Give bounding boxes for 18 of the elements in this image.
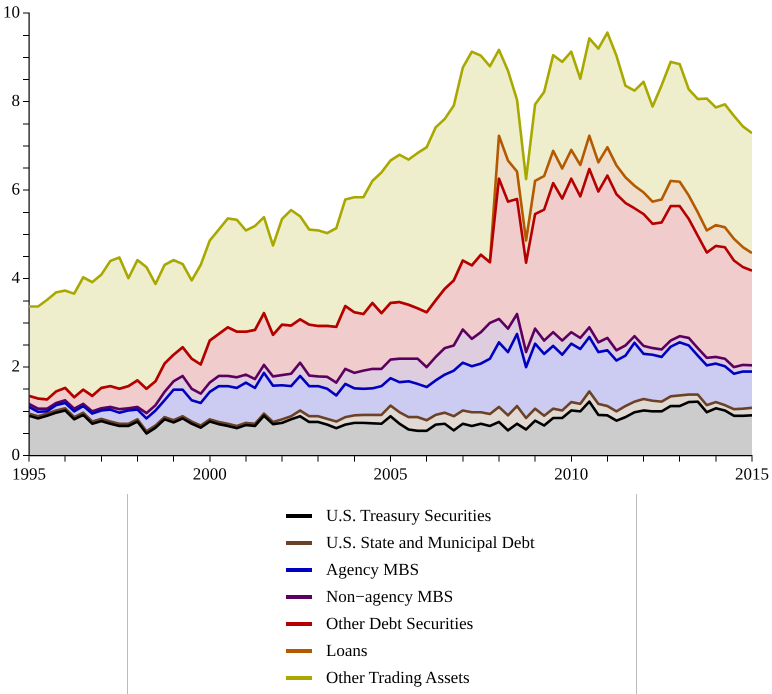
x-tick-label: 2015: [735, 464, 769, 484]
legend-label: Agency MBS: [326, 560, 420, 580]
legend-label: Non−agency MBS: [326, 586, 454, 606]
y-tick-label: 10: [3, 2, 20, 22]
y-tick-label: 0: [12, 445, 20, 464]
legend-label: U.S. State and Municipal Debt: [326, 532, 535, 552]
y-tick-label: 4: [12, 268, 20, 288]
y-tick-label: 2: [12, 356, 20, 376]
x-tick-label: 1995: [12, 464, 46, 484]
x-tick-label: 2010: [554, 464, 588, 484]
legend-label: Other Debt Securities: [326, 614, 474, 634]
x-tick-label: 2005: [374, 464, 408, 484]
x-tick-label: 2000: [192, 464, 227, 484]
legend-label: Other Trading Assets: [326, 668, 470, 688]
legend-label: U.S. Treasury Securities: [326, 506, 492, 526]
y-tick-label: 6: [12, 180, 20, 199]
y-tick-label: 8: [12, 91, 20, 110]
legend-label: Loans: [326, 640, 368, 660]
